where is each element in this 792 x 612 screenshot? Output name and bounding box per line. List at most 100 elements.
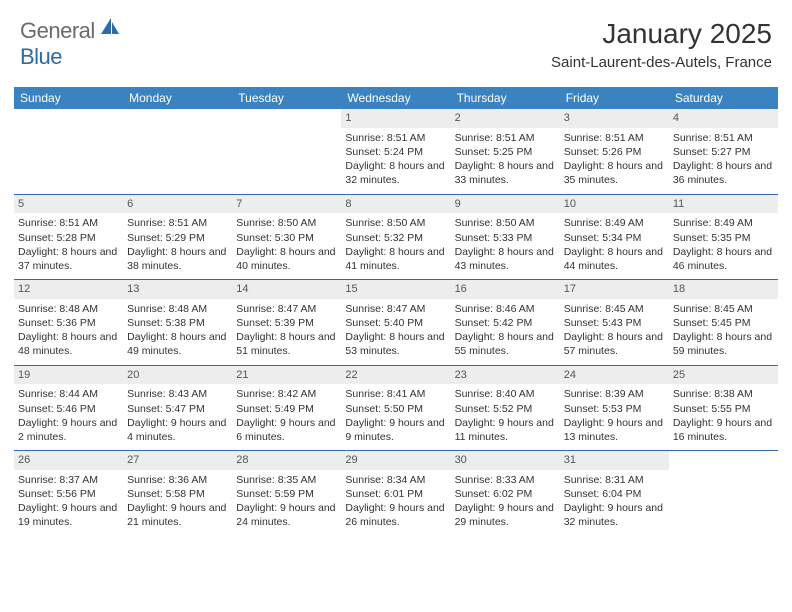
day-number <box>123 109 232 128</box>
day-number: 1 <box>341 109 450 128</box>
sunset-text: Sunset: 5:32 PM <box>345 231 446 245</box>
calendar-cell: 7Sunrise: 8:50 AMSunset: 5:30 PMDaylight… <box>232 195 341 280</box>
weekday-header: Tuesday <box>232 87 341 109</box>
calendar-cell: 31 Sunrise: 8:31 AMSunset: 6:04 PMDayligh… <box>560 451 669 536</box>
daylight-text: Daylight: 8 hours and 46 minutes. <box>673 245 774 273</box>
calendar-cell: 20Sunrise: 8:43 AMSunset: 5:47 PMDayligh… <box>123 366 232 451</box>
sunset-text: Sunset: 5:34 PM <box>564 231 665 245</box>
calendar-cell <box>669 451 778 536</box>
calendar-cell: 13Sunrise: 8:48 AMSunset: 5:38 PMDayligh… <box>123 280 232 365</box>
sunset-text: Sunset: 5:29 PM <box>127 231 228 245</box>
day-number: 2 <box>451 109 560 128</box>
weekday-header: Monday <box>123 87 232 109</box>
calendar: Sunday Monday Tuesday Wednesday Thursday… <box>14 87 778 536</box>
daylight-text: Daylight: 8 hours and 33 minutes. <box>455 159 556 187</box>
calendar-cell: 30Sunrise: 8:33 AMSunset: 6:02 PMDayligh… <box>451 451 560 536</box>
calendar-cell <box>123 109 232 194</box>
calendar-cell: 25Sunrise: 8:38 AMSunset: 5:55 PMDayligh… <box>669 366 778 451</box>
day-number: 25 <box>669 366 778 385</box>
day-number: 9 <box>451 195 560 214</box>
calendar-week: 1 Sunrise: 8:51 AM Sunset: 5:24 PM Daylight… <box>14 109 778 194</box>
day-number: 14 <box>232 280 341 299</box>
daylight-text: Daylight: 9 hours and 19 minutes. <box>18 501 119 529</box>
calendar-cell: 17Sunrise: 8:45 AMSunset: 5:43 PMDayligh… <box>560 280 669 365</box>
sunset-text: Sunset: 6:04 PM <box>564 487 665 501</box>
sunrise-text: Sunrise: 8:39 AM <box>564 387 665 401</box>
daylight-text: Daylight: 8 hours and 57 minutes. <box>564 330 665 358</box>
daylight-text: Daylight: 9 hours and 2 minutes. <box>18 416 119 444</box>
sunrise-text: Sunrise: 8:48 AM <box>18 302 119 316</box>
calendar-cell: 29Sunrise: 8:34 AMSunset: 6:01 PMDayligh… <box>341 451 450 536</box>
daylight-text: Daylight: 9 hours and 29 minutes. <box>455 501 556 529</box>
sunrise-text: Sunrise: 8:46 AM <box>455 302 556 316</box>
day-number <box>14 109 123 128</box>
sunset-text: Sunset: 5:36 PM <box>18 316 119 330</box>
sunrise-text: Sunrise: 8:50 AM <box>236 216 337 230</box>
sunrise-text: Sunrise: 8:45 AM <box>673 302 774 316</box>
calendar-cell: 28Sunrise: 8:35 AMSunset: 5:59 PMDayligh… <box>232 451 341 536</box>
daylight-text: Daylight: 9 hours and 24 minutes. <box>236 501 337 529</box>
location-subtitle: Saint-Laurent-des-Autels, France <box>551 54 772 71</box>
day-number: 26 <box>14 451 123 470</box>
sunset-text: Sunset: 5:38 PM <box>127 316 228 330</box>
calendar-cell: 23Sunrise: 8:40 AMSunset: 5:52 PMDayligh… <box>451 366 560 451</box>
daylight-text: Daylight: 9 hours and 32 minutes. <box>564 501 665 529</box>
sunrise-text: Sunrise: 8:34 AM <box>345 473 446 487</box>
sunset-text: Sunset: 5:56 PM <box>18 487 119 501</box>
calendar-cell: 8Sunrise: 8:50 AMSunset: 5:32 PMDaylight… <box>341 195 450 280</box>
sunset-text: Sunset: 5:49 PM <box>236 402 337 416</box>
calendar-cell: 9Sunrise: 8:50 AMSunset: 5:33 PMDaylight… <box>451 195 560 280</box>
sunset-text: Sunset: 5:30 PM <box>236 231 337 245</box>
day-number: 21 <box>232 366 341 385</box>
day-number: 11 <box>669 195 778 214</box>
calendar-cell: 16 Sunrise: 8:46 AMSunset: 5:42 PMDayligh… <box>451 280 560 365</box>
daylight-text: Daylight: 8 hours and 49 minutes. <box>127 330 228 358</box>
sunset-text: Sunset: 5:52 PM <box>455 402 556 416</box>
sunrise-text: Sunrise: 8:49 AM <box>673 216 774 230</box>
sunrise-text: Sunrise: 8:42 AM <box>236 387 337 401</box>
sunrise-text: Sunrise: 8:40 AM <box>455 387 556 401</box>
sunset-text: Sunset: 5:47 PM <box>127 402 228 416</box>
sunrise-text: Sunrise: 8:31 AM <box>564 473 665 487</box>
daylight-text: Daylight: 9 hours and 21 minutes. <box>127 501 228 529</box>
day-number: 6 <box>123 195 232 214</box>
sunrise-text: Sunrise: 8:51 AM <box>455 131 556 145</box>
sunset-text: Sunset: 5:43 PM <box>564 316 665 330</box>
day-number: 7 <box>232 195 341 214</box>
calendar-week: 5Sunrise: 8:51 AMSunset: 5:28 PMDaylight… <box>14 194 778 280</box>
calendar-cell: 10Sunrise: 8:49 AMSunset: 5:34 PMDayligh… <box>560 195 669 280</box>
day-number: 16 <box>451 280 560 299</box>
day-number: 12 <box>14 280 123 299</box>
sunset-text: Sunset: 5:24 PM <box>345 145 446 159</box>
weekday-header: Friday <box>560 87 669 109</box>
sunset-text: Sunset: 5:25 PM <box>455 145 556 159</box>
daylight-text: Daylight: 8 hours and 36 minutes. <box>673 159 774 187</box>
calendar-week: 26Sunrise: 8:37 AMSunset: 5:56 PMDayligh… <box>14 450 778 536</box>
day-number: 13 <box>123 280 232 299</box>
sunrise-text: Sunrise: 8:49 AM <box>564 216 665 230</box>
daylight-text: Daylight: 8 hours and 38 minutes. <box>127 245 228 273</box>
day-number: 31 <box>560 451 669 470</box>
daylight-text: Daylight: 8 hours and 37 minutes. <box>18 245 119 273</box>
calendar-cell: 19Sunrise: 8:44 AMSunset: 5:46 PMDayligh… <box>14 366 123 451</box>
calendar-week: 12 Sunrise: 8:48 AMSunset: 5:36 PM Dayligh… <box>14 279 778 365</box>
calendar-cell: 24Sunrise: 8:39 AMSunset: 5:53 PMDayligh… <box>560 366 669 451</box>
calendar-cell: 3Sunrise: 8:51 AMSunset: 5:26 PMDaylight… <box>560 109 669 194</box>
sunrise-text: Sunrise: 8:47 AM <box>345 302 446 316</box>
month-title: January 2025 <box>551 18 772 50</box>
daylight-text: Daylight: 8 hours and 43 minutes. <box>455 245 556 273</box>
day-number <box>669 451 778 470</box>
day-number: 3 <box>560 109 669 128</box>
sunset-text: Sunset: 5:42 PM <box>455 316 556 330</box>
daylight-text: Daylight: 8 hours and 41 minutes. <box>345 245 446 273</box>
sunset-text: Sunset: 6:01 PM <box>345 487 446 501</box>
sunrise-text: Sunrise: 8:50 AM <box>345 216 446 230</box>
sunset-text: Sunset: 5:40 PM <box>345 316 446 330</box>
daylight-text: Daylight: 8 hours and 55 minutes. <box>455 330 556 358</box>
calendar-cell: 14Sunrise: 8:47 AMSunset: 5:39 PMDayligh… <box>232 280 341 365</box>
sunset-text: Sunset: 5:55 PM <box>673 402 774 416</box>
day-number: 4 <box>669 109 778 128</box>
brand-logo: General <box>20 18 123 44</box>
daylight-text: Daylight: 8 hours and 35 minutes. <box>564 159 665 187</box>
calendar-cell: 2 Sunrise: 8:51 AMSunset: 5:25 PMDaylight… <box>451 109 560 194</box>
